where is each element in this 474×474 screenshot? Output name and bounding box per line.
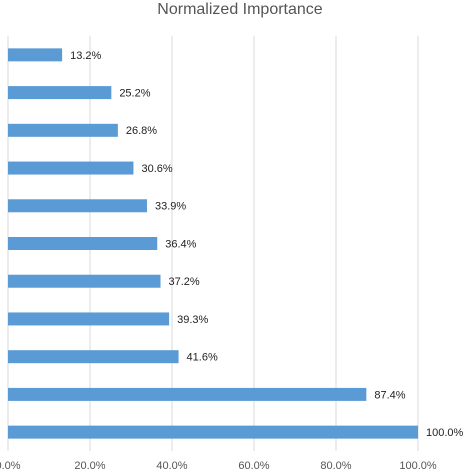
bar [8, 48, 63, 62]
bar [8, 123, 118, 137]
value-label: 33.9% [155, 201, 186, 213]
value-label: 100.0% [426, 427, 464, 439]
bar [8, 387, 367, 401]
bar [8, 274, 161, 288]
value-label: 26.8% [126, 125, 157, 137]
value-label: 87.4% [374, 389, 405, 401]
x-tick-label: 100.0% [399, 460, 437, 472]
value-label: 13.2% [70, 50, 101, 62]
bar [8, 86, 112, 100]
x-tick-label: 40.0% [156, 460, 187, 472]
bar [8, 199, 147, 213]
bar [8, 312, 170, 326]
x-tick-label: 60.0% [238, 460, 269, 472]
value-label: 30.6% [141, 163, 172, 175]
x-tick-label: 80.0% [320, 460, 351, 472]
x-tick-label: 0.0% [0, 460, 21, 472]
value-label: 36.4% [165, 238, 196, 250]
chart-title: Normalized Importance [157, 1, 323, 18]
bar [8, 350, 179, 364]
value-label: 37.2% [169, 276, 200, 288]
value-label: 25.2% [119, 87, 150, 99]
bar [8, 161, 134, 175]
x-tick-label: 20.0% [74, 460, 105, 472]
bar [8, 425, 418, 439]
value-label: 39.3% [177, 314, 208, 326]
value-label: 41.6% [187, 352, 218, 364]
bar [8, 237, 158, 250]
